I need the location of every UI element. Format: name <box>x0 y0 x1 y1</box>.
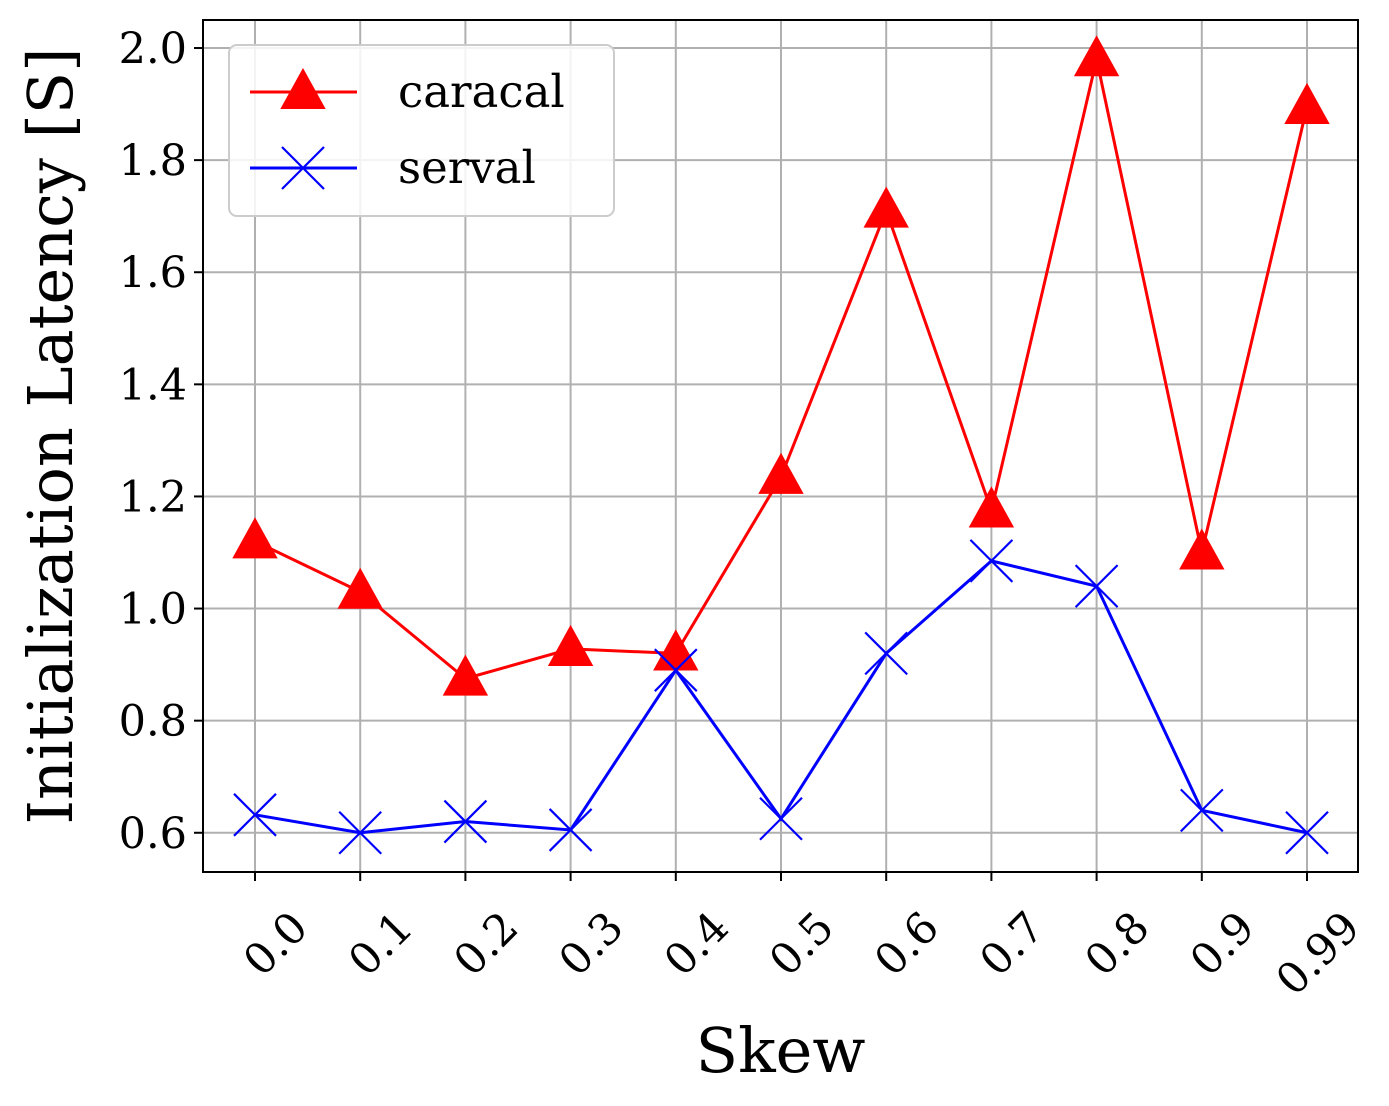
data-point-caracal <box>653 629 699 671</box>
x-tick-label: 0.2 <box>445 902 529 986</box>
data-point-caracal <box>547 624 594 666</box>
x-tick-label: 0.7 <box>971 902 1055 986</box>
legend-item-caracal: caracal <box>250 65 565 118</box>
x-tick-label: 0.9 <box>1181 902 1265 986</box>
data-point-caracal <box>758 452 804 494</box>
x-tick-label: 0.1 <box>339 902 423 986</box>
x-axis-label: Skew <box>696 1014 866 1087</box>
marker-stroke <box>864 631 908 676</box>
x-tick-label: 0.99 <box>1267 902 1370 1005</box>
x-axis: 0.0 0.1 0.2 0.3 0.4 0.5 0.6 0.7 0.8 0.9 0.99 <box>234 872 1370 1006</box>
legend-marker <box>280 67 326 110</box>
data-point-serval <box>654 648 698 692</box>
legend-marker <box>281 146 325 190</box>
data-point-caracal <box>1179 528 1225 570</box>
legend-label: caracal <box>398 65 565 118</box>
marker-stroke <box>548 808 593 852</box>
series-serval <box>233 539 1329 855</box>
y-axis-label: Initialization Latency [S] <box>14 48 87 825</box>
data-point-serval <box>548 808 593 852</box>
data-point-serval <box>864 631 908 676</box>
x-tick-label: 0.4 <box>655 902 739 986</box>
data-point-serval <box>338 810 382 855</box>
y-tick-label: 1.0 <box>119 585 187 635</box>
x-tick-label: 0.8 <box>1076 902 1160 986</box>
data-point-caracal <box>1284 82 1330 124</box>
series-group <box>232 35 1330 855</box>
data-point-serval <box>759 796 803 841</box>
x-tick-label: 0.0 <box>234 902 318 986</box>
data-point-serval <box>233 793 277 837</box>
legend: caracal serval <box>228 44 615 217</box>
x-tick-label: 0.3 <box>550 902 634 986</box>
data-point-caracal <box>1073 35 1120 77</box>
data-point-caracal <box>863 186 909 228</box>
legend-label: serval <box>398 141 536 194</box>
data-point-caracal <box>968 486 1015 528</box>
marker-stroke <box>1074 564 1119 608</box>
y-axis: 0.6 0.8 1.0 1.2 1.4 1.6 1.8 2.0 <box>119 24 203 859</box>
y-tick-label: 1.8 <box>119 136 187 186</box>
y-tick-label: 1.6 <box>119 248 187 298</box>
x-tick-label: 0.6 <box>865 902 949 986</box>
legend-item-serval: serval <box>250 141 536 194</box>
marker-stroke <box>1180 788 1224 833</box>
y-tick-label: 0.8 <box>119 697 187 747</box>
y-tick-label: 1.2 <box>119 472 187 522</box>
data-point-caracal <box>337 567 383 609</box>
marker-stroke <box>233 793 277 837</box>
data-point-serval <box>1180 788 1224 833</box>
data-point-serval <box>1285 810 1329 855</box>
x-tick-label: 0.5 <box>760 902 844 986</box>
marker-stroke <box>281 146 325 190</box>
marker-stroke <box>1285 810 1329 855</box>
y-tick-label: 0.6 <box>119 809 187 859</box>
marker-stroke <box>759 796 803 841</box>
marker-stroke <box>443 799 488 844</box>
data-point-serval <box>443 799 488 844</box>
y-tick-label: 2.0 <box>119 24 187 74</box>
legend-box <box>228 44 615 217</box>
marker-stroke <box>338 810 382 855</box>
marker-stroke <box>654 648 698 692</box>
data-point-caracal <box>442 654 489 696</box>
y-tick-label: 1.4 <box>119 360 187 410</box>
data-point-serval <box>1074 564 1119 608</box>
marker-stroke <box>969 539 1014 583</box>
data-point-caracal <box>232 517 278 559</box>
data-point-serval <box>969 539 1014 583</box>
